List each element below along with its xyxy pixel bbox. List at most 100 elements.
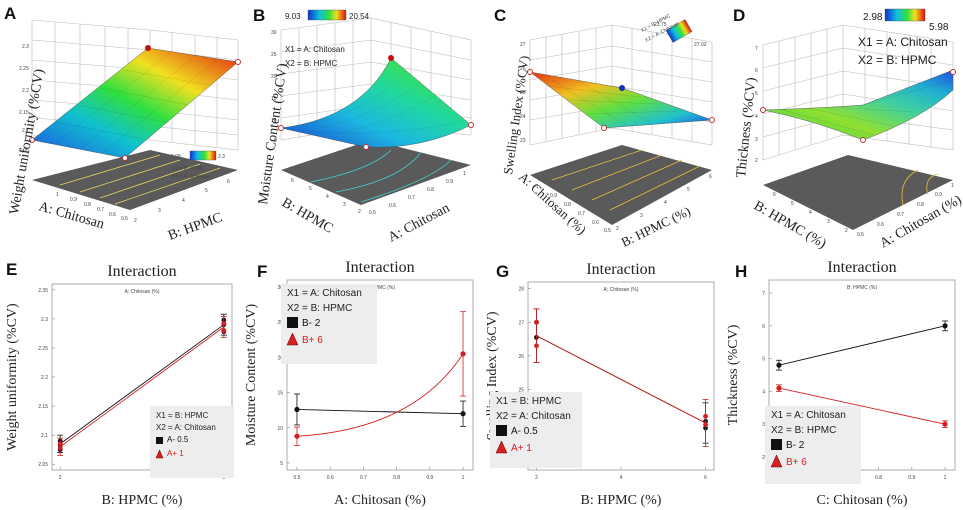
interaction-chart-e: Interaction A: Chitosan (%) 2.05 2.1 2.15 2.2… [5,263,234,508]
z-tick: 4 [755,114,758,120]
x-tick-label: 6 [704,475,707,481]
floor-tick: 0.7 [97,207,104,213]
legend-marker-triangle [155,449,164,459]
y-tick-label: 27 [518,320,524,326]
y-axis-label: Moisture Content (%CV) [244,304,259,447]
data-point [57,441,63,447]
data-point [703,413,708,419]
legend-series-1: A- 0.5 [167,435,189,444]
legend-line: X1 = A: Chitosan [285,45,345,54]
legend-series-2: A+ 1 [511,443,532,454]
x-tick-label: 0.9 [426,475,433,481]
floor-tick: 0.7 [408,195,415,201]
legend-series-2: B+ 6 [786,457,807,468]
y-tick-label: 28 [518,287,524,293]
floor-tick: 0.7 [578,211,585,217]
interaction-panel-e: Interaction A: Chitosan (%) 2.05 2.1 2.15 2.2… [0,258,241,510]
floor-tick: 0.7 [897,212,904,218]
colorbar-max: 27.02 [694,42,707,48]
interaction-chart-f: Interaction B: HPMC (%) 5 10 15 20 25 30 0.5 0.6 0… [244,259,474,508]
contour-lines-a [59,154,221,205]
data-point [942,323,948,329]
colorbar-a [189,150,217,161]
colorbar-max: 20.54 [349,12,370,21]
y-tick-label: 2.3 [41,317,48,323]
data-point [221,321,227,326]
floor-tick: 3 [640,213,643,219]
y-tick-label: 2.05 [38,462,48,468]
y-tick-label: 30 [277,285,283,291]
z-tick: 20 [271,74,277,80]
z-axis-label-b: Moisture Content (%CV) [256,62,291,205]
panel-label-b: B [253,6,266,25]
colorbar-min: 9.03 [285,12,301,21]
chart-title: Interaction [345,259,414,276]
floor-tick: 5 [309,186,312,192]
z-tick: 24 [520,114,526,120]
series-line-2 [536,335,706,424]
y-tick-label: 25 [518,387,524,393]
floor-tick: 0.6 [592,220,599,226]
colorbar-d [884,8,926,22]
z-tick: 2.05 [19,148,29,154]
floor-a [32,150,238,210]
surface-panel-c: 27 26 25 24 23 1 0.9 0.8 0.7 0.6 0.5 2 3… [482,0,723,252]
legend-x1: X1 = B: HPMC [156,411,208,420]
x-axis-label: C: Chitosan (%) [817,493,908,508]
floor-tick: 3 [343,202,346,208]
design-point-a-2 [235,59,241,65]
floor-tick: 1 [536,184,539,190]
panel-label-f: F [257,262,268,281]
x-tick-label: 0.6 [327,475,334,481]
surface-panel-a: 2.3 2.25 2.2 2.15 2.1 2.05 1 0.9 0.8 0.7… [0,0,241,252]
axis1-label-a: A: Chitosan [37,199,106,232]
floor-tick: 6 [709,174,712,180]
y-tick-label: 5 [762,357,765,363]
floor-tick: 0.5 [369,210,376,216]
series-line-2 [296,353,464,437]
colorbar-max: 5.98 [929,22,949,33]
floor-tick: 3 [158,208,161,214]
response-surface-d [762,69,954,141]
y-tick-label: 25 [277,320,283,326]
floor-tick: 6 [291,178,294,184]
floor-tick: 4 [664,200,667,206]
floor-tick: 0.9 [935,192,942,198]
z-tick: 2.1 [22,128,29,134]
data-point [776,385,782,391]
floor-tick: 5 [687,187,690,193]
surface-plot-b: 30 25 20 15 10 5 6 5 4 3 2 0.5 0.6 0.7 0… [256,9,474,246]
interaction-panel-f: Interaction B: HPMC (%) 5 10 15 20 25 30 0.5 0.6 0… [241,258,482,510]
colorbar-min: 23.75 [654,22,667,28]
z-tick: 30 [271,30,277,36]
floor-tick: 0.6 [389,203,396,209]
legend-box [150,406,234,478]
data-point [534,343,539,349]
z-tick: 2.2 [22,88,29,94]
colorbar-max: 2.3 [218,154,225,160]
x-tick-label: 0.8 [393,475,400,481]
legend-marker-triangle [770,454,783,468]
legend-x2: X2 = A: Chitosan [156,423,216,432]
legend-line: X2 = B: HPMC [858,53,937,67]
legend-marker-square [287,317,298,328]
x-axis-label: B: HPMC (%) [102,493,183,508]
legend-x1: X1 = A: Chitosan [771,410,846,421]
floor-tick: 0.8 [564,202,571,208]
design-point-a-3 [29,137,35,143]
chart-subtitle: B: HPMC (%) [847,285,877,291]
axis1-label-b: B: HPMC [279,195,335,236]
surface-panel-b: 30 25 20 15 10 5 6 5 4 3 2 0.5 0.6 0.7 0… [241,0,482,252]
x-tick-label: 0.8 [875,475,882,481]
legend-marker-triangle [286,332,299,346]
x-tick-label: 1 [462,475,465,481]
x-tick-label: 0.5 [293,475,300,481]
legend-x2: X2 = A: Chitosan [496,411,571,422]
surface-plot-d: 7 6 5 4 3 2 6 5 4 3 2 0.5 0.6 0.7 0.8 0.… [734,8,963,252]
chart-subtitle: B: HPMC (%) [365,285,395,291]
z-tick: 23 [520,138,526,144]
z-tick: 5 [274,138,277,144]
series-line-2 [778,387,946,425]
